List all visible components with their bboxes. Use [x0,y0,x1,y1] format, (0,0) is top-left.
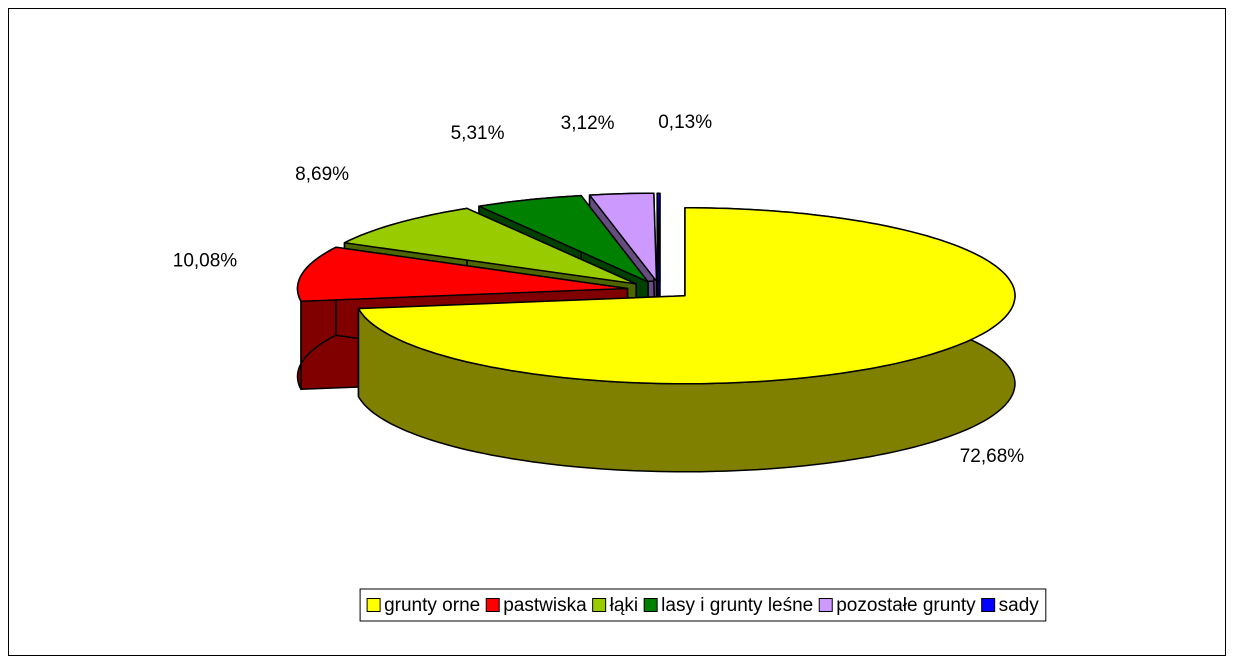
legend-swatch [818,598,833,612]
pie: 72,68% 10,08% 8,69% 5,31% 3,12% 0,13% [173,112,1025,473]
data-label: 72,68% [960,446,1025,467]
data-label: 3,12% [561,113,615,134]
slice [357,207,1016,385]
slice [343,207,637,285]
data-label: 5,31% [451,123,505,144]
legend-label: grunty orne [384,595,480,616]
legend-swatch [981,598,996,612]
legend: grunty orne pastwiska łąki lasy i grunty le… [359,588,1047,622]
legend-label: lasy i grunty leśne [661,595,813,616]
slice [296,246,629,303]
legend-label: pastwiska [503,595,587,616]
legend-swatch [643,598,658,612]
legend-swatch [366,598,381,612]
legend-frame [359,588,1047,622]
slice [588,192,658,282]
data-label: 10,08% [173,251,238,272]
slice [656,192,661,282]
data-label: 0,13% [658,112,712,133]
legend-swatch [485,598,500,612]
slice [478,194,649,283]
legend-label: łąki [610,595,639,616]
legend-label: pozostałe grunty [836,595,976,616]
legend-swatch [592,598,607,612]
data-label: 8,69% [295,164,349,185]
legend-label: sady [999,595,1040,616]
